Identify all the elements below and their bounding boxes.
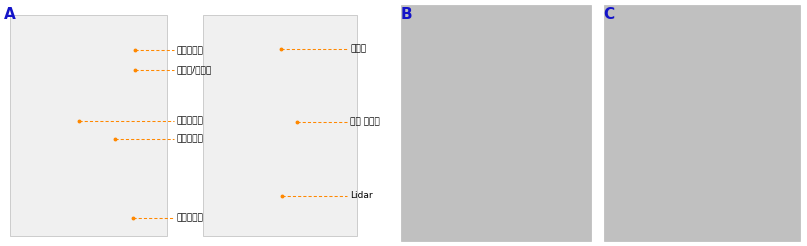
Text: 조작모니터: 조작모니터 [177,46,203,55]
Bar [10,15,167,236]
Text: 초음파센서: 초음파센서 [177,213,203,222]
Text: 카메라: 카메라 [350,45,366,54]
Text: A: A [4,7,16,22]
Text: Lidar: Lidar [350,191,373,200]
Text: B: B [401,7,412,22]
Bar [604,5,800,241]
Text: 사료 토출구: 사료 토출구 [350,117,380,126]
Text: 전원스위치: 전원스위치 [177,135,203,143]
Bar [203,15,357,236]
Text: C: C [604,7,615,22]
Text: 마이크/스피커: 마이크/스피커 [177,66,212,75]
Text: 안내모니터: 안내모니터 [177,116,203,125]
Bar [401,5,591,241]
